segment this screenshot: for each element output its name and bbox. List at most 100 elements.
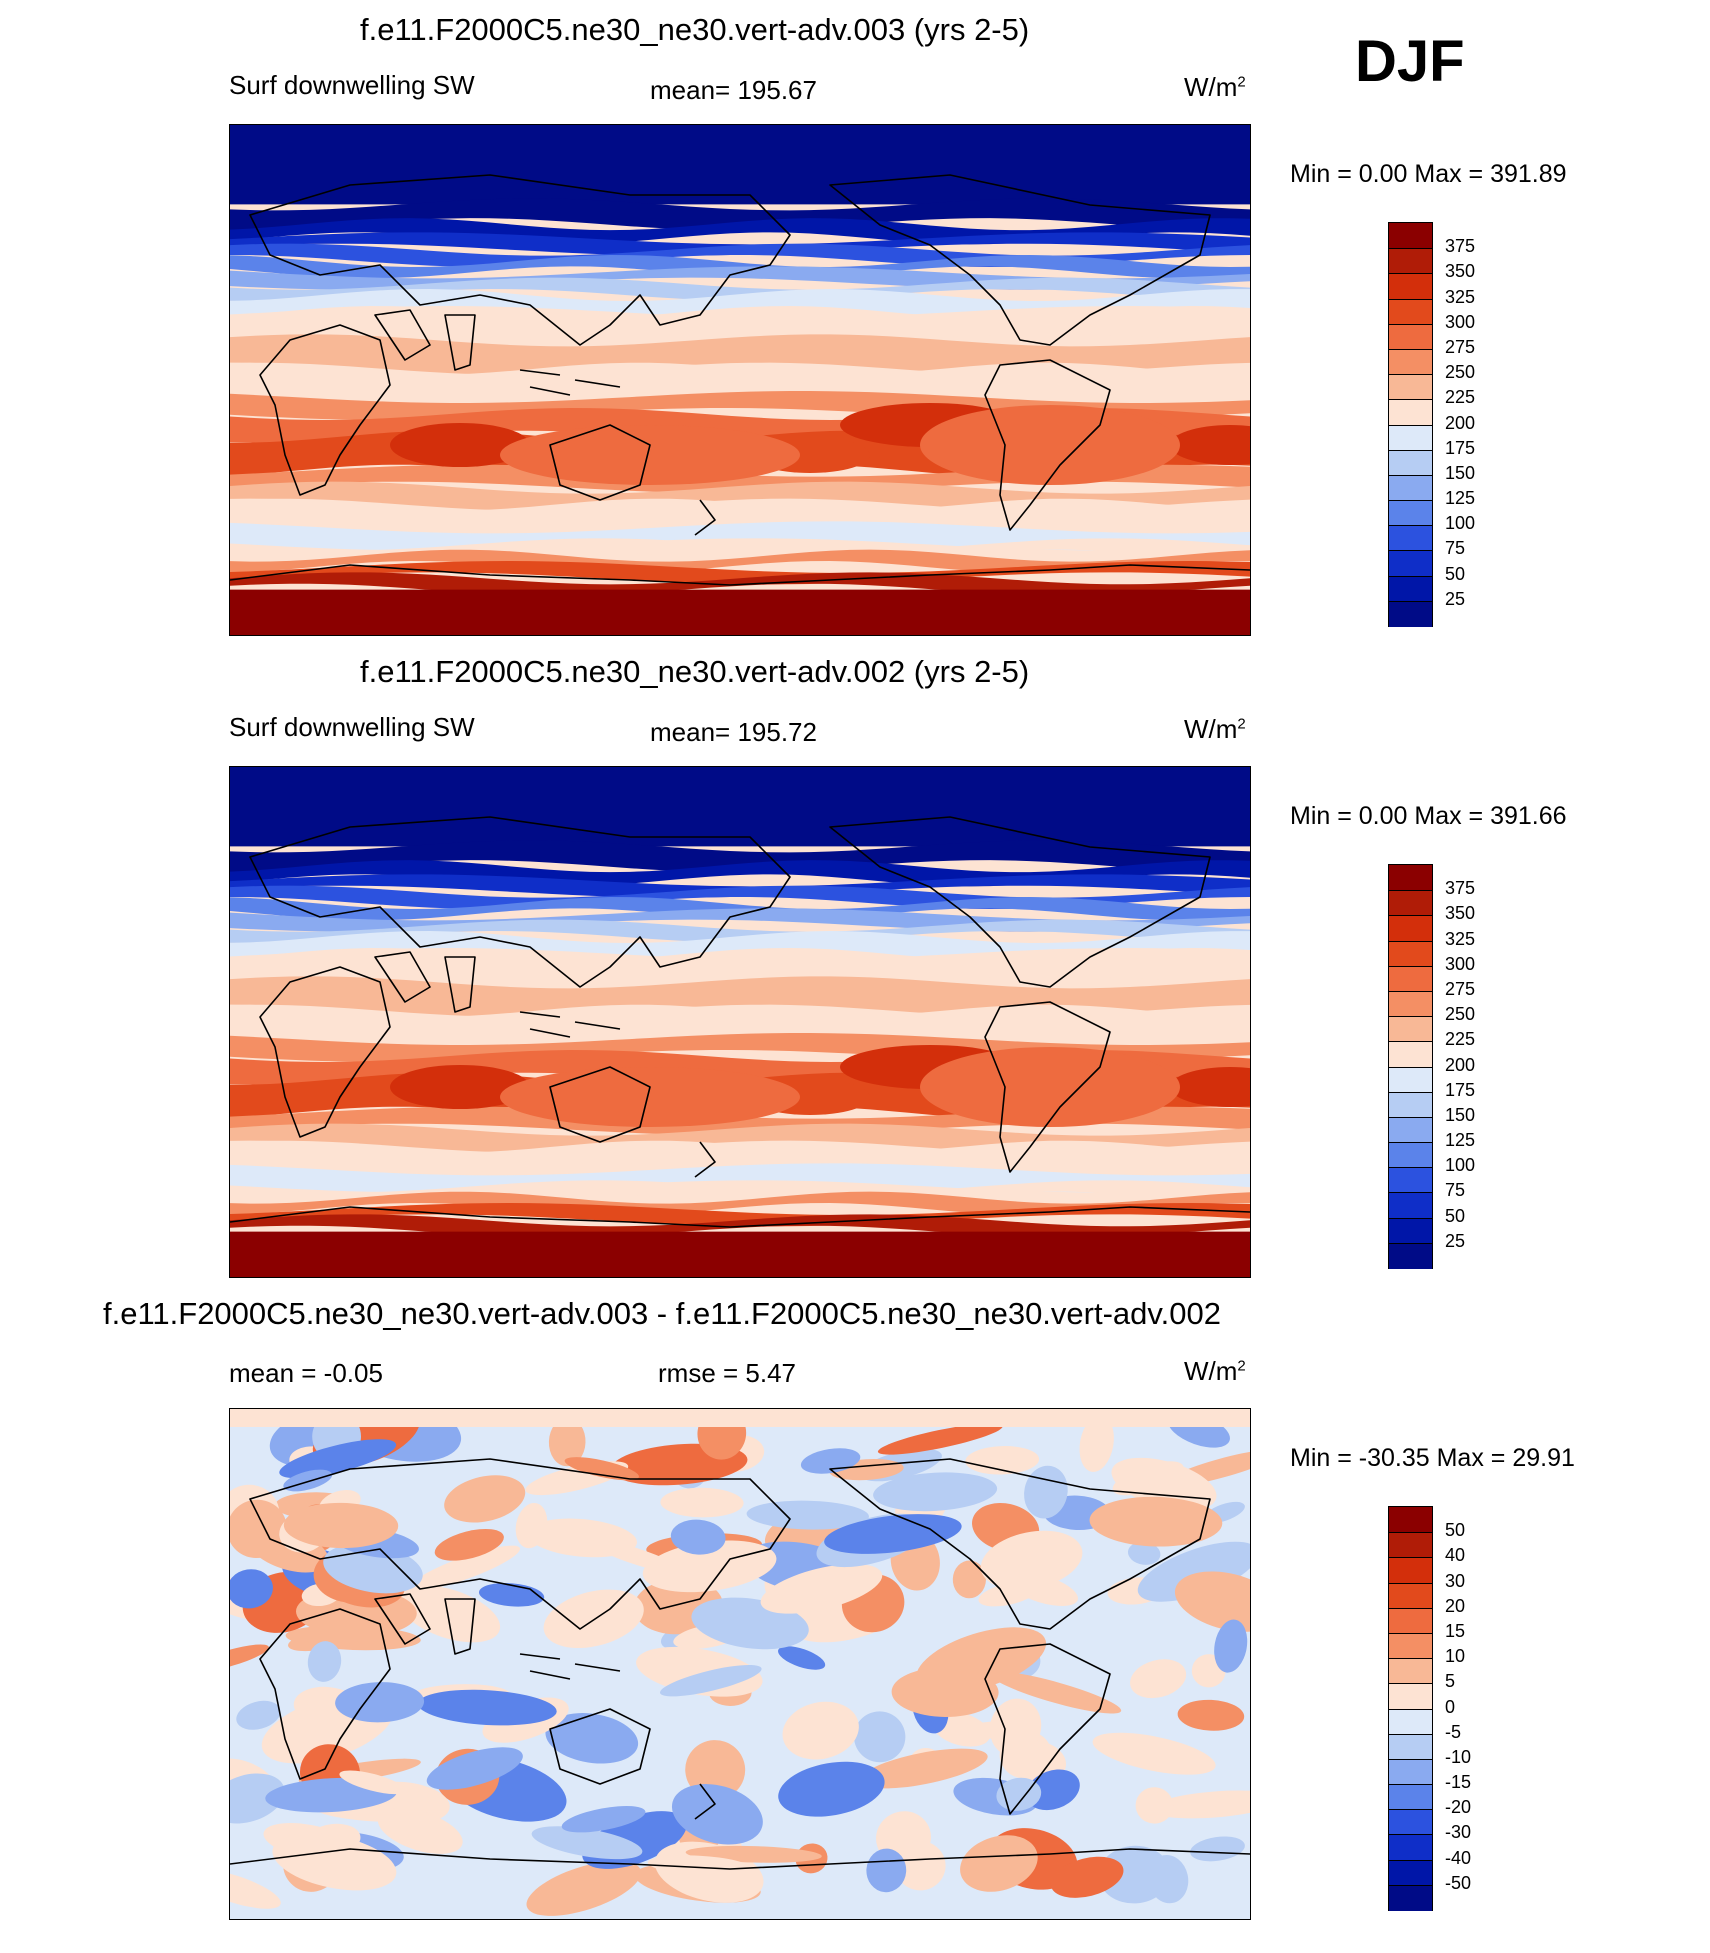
colorbar-separator xyxy=(1389,273,1432,275)
diff-anomaly xyxy=(996,1777,1042,1811)
colorbar-swatch xyxy=(1389,1683,1432,1709)
panel3-map xyxy=(229,1408,1251,1920)
colorbar-swatch xyxy=(1389,1066,1432,1093)
colorbar-separator xyxy=(1389,1708,1432,1710)
coastline xyxy=(829,1458,1211,1630)
diff-anomaly xyxy=(1135,1787,1174,1824)
diff-anomaly xyxy=(960,1835,1038,1892)
colorbar-tick-label: 100 xyxy=(1445,513,1476,534)
colorbar-separator xyxy=(1389,965,1432,967)
colorbar-tick-label: 50 xyxy=(1445,1205,1466,1226)
colorbar-swatch xyxy=(1389,474,1432,501)
diff-anomaly xyxy=(230,1773,285,1824)
field-band xyxy=(230,919,1250,943)
colorbar-tick-label: 250 xyxy=(1445,362,1476,383)
coastline xyxy=(984,359,1111,531)
coastline xyxy=(519,1653,621,1680)
colorbar-swatch xyxy=(1389,1758,1432,1785)
colorbar-tick-label: 325 xyxy=(1445,286,1476,307)
panel1-variable-label: Surf downwelling SW xyxy=(229,70,475,100)
colorbar-tick-label: 300 xyxy=(1445,953,1476,974)
field-band xyxy=(230,498,1250,534)
colorbar-swatch xyxy=(1389,323,1432,350)
colorbar-separator xyxy=(1389,890,1432,892)
colorbar-swatch xyxy=(1389,1116,1432,1143)
field-band xyxy=(230,198,1250,231)
colorbar-swatch xyxy=(1389,600,1432,627)
diff-anomaly xyxy=(642,1540,777,1593)
colorbar-separator xyxy=(1389,1066,1432,1068)
panel3-mean-label: mean = -0.05 xyxy=(229,1358,383,1388)
panel1-title: f.e11.F2000C5.ne30_ne30.vert-adv.003 (yr… xyxy=(360,12,1030,47)
diff-anomaly xyxy=(564,1457,639,1481)
colorbar-tick-label: -40 xyxy=(1445,1847,1472,1868)
colorbar-separator xyxy=(1389,1582,1432,1584)
colorbar-separator xyxy=(1389,1532,1432,1534)
colorbar-separator xyxy=(1389,1091,1432,1093)
colorbar-separator xyxy=(1389,915,1432,917)
diff-anomaly xyxy=(1137,1541,1250,1602)
colorbar-separator xyxy=(1389,500,1432,502)
colorbar-tick-label: 75 xyxy=(1445,538,1466,559)
colorbar-swatch xyxy=(1389,223,1432,249)
diff-anomaly xyxy=(444,1475,526,1523)
colorbar-tick-label: 225 xyxy=(1445,387,1476,408)
field-band xyxy=(230,1140,1250,1176)
colorbar-separator xyxy=(1389,1859,1432,1861)
diff-anomaly xyxy=(377,1808,463,1854)
colorbar-swatch xyxy=(1389,1884,1432,1911)
field-band xyxy=(230,1180,1250,1204)
colorbar-separator xyxy=(1389,323,1432,325)
field-band xyxy=(230,538,1250,562)
diff-anomaly xyxy=(434,1528,504,1561)
colorbar-swatch xyxy=(1389,1041,1432,1067)
colorbar-separator xyxy=(1389,1683,1432,1685)
diff-anomaly xyxy=(1190,1836,1245,1862)
field-band xyxy=(230,232,1250,256)
diff-anomaly xyxy=(236,1700,281,1730)
panel3-units: W/m2 xyxy=(1184,1356,1246,1386)
panel2-units: W/m2 xyxy=(1184,714,1246,744)
diff-anomaly xyxy=(965,1446,1040,1475)
colorbar-tick-label: 10 xyxy=(1445,1646,1466,1667)
colorbar-swatch xyxy=(1389,1192,1432,1219)
diff-anomaly xyxy=(409,1545,521,1591)
panel1-units: W/m2 xyxy=(1184,72,1246,102)
field-maximum xyxy=(500,1067,800,1127)
colorbar-swatch xyxy=(1389,1532,1432,1558)
field-maximum xyxy=(390,1065,530,1109)
diff-anomaly xyxy=(1092,1732,1216,1775)
coastline xyxy=(374,951,476,1013)
colorbar-swatch xyxy=(1389,1217,1432,1244)
colorbar-separator xyxy=(1389,1217,1432,1219)
diff-anomaly xyxy=(230,1569,273,1609)
diff-anomaly xyxy=(515,1502,548,1549)
diff-anomaly xyxy=(782,1701,859,1760)
diff-anomaly xyxy=(543,1589,644,1649)
diff-anomaly xyxy=(1089,1496,1223,1547)
colorbar-swatch xyxy=(1389,1557,1432,1584)
colorbar-separator xyxy=(1389,1758,1432,1760)
diff-anomaly xyxy=(895,1841,946,1891)
colorbar-swatch xyxy=(1389,500,1432,526)
diff-anomaly xyxy=(526,1860,642,1916)
panel3-minmax: Min = -30.35 Max = 29.91 xyxy=(1290,1444,1575,1472)
diff-anomaly xyxy=(760,1563,883,1614)
diff-anomaly xyxy=(670,1519,726,1555)
field-band xyxy=(230,306,1250,347)
coastline xyxy=(984,1001,1111,1173)
colorbar-swatch xyxy=(1389,865,1432,891)
colorbar-tick-label: 150 xyxy=(1445,1104,1476,1125)
colorbar-swatch xyxy=(1389,1242,1432,1269)
diff-anomaly xyxy=(866,1848,907,1893)
colorbar-swatch xyxy=(1389,1859,1432,1886)
colorbar-separator xyxy=(1389,1242,1432,1244)
colorbar-swatch xyxy=(1389,940,1432,967)
colorbar-swatch xyxy=(1389,525,1432,551)
colorbar-swatch xyxy=(1389,1708,1432,1735)
colorbar-tick-label: -15 xyxy=(1445,1772,1472,1793)
field-maximum xyxy=(920,405,1180,485)
colorbar-swatch xyxy=(1389,990,1432,1017)
colorbar-swatch xyxy=(1389,1834,1432,1861)
colorbar-swatch xyxy=(1389,424,1432,451)
